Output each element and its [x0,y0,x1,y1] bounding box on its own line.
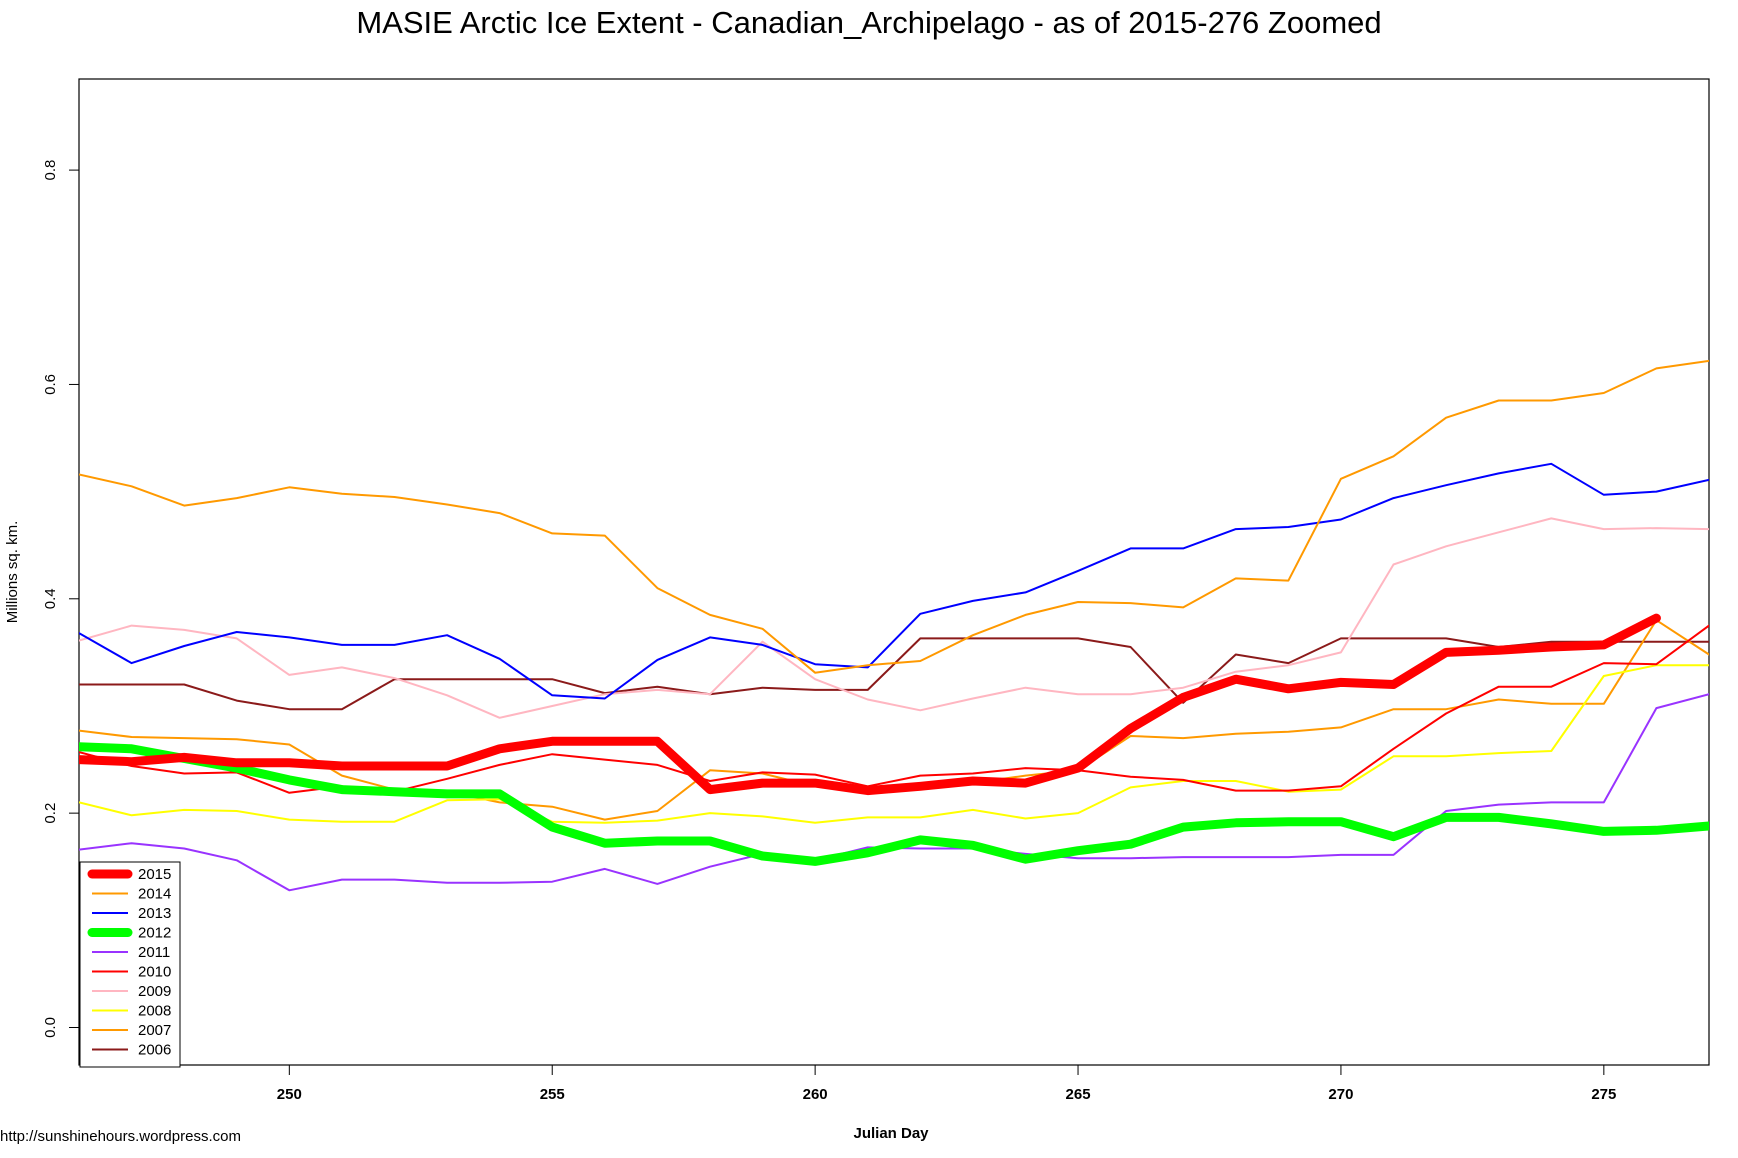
legend-label-2013: 2013 [138,905,171,922]
legend-label-2008: 2008 [138,1003,171,1020]
y-tick-label: 0.6 [42,374,59,395]
series-line-2006 [79,637,1709,711]
legend: 2015 2014 2013 2012 2011 2010 2009 2008 2007 2006 [79,861,181,1068]
x-axis-label: Julian Day [853,1125,929,1142]
x-tick-label: 250 [277,1086,302,1103]
legend-label-2009: 2009 [138,983,171,1000]
series-line-2012 [79,742,1709,866]
series-line-2009 [79,517,1709,719]
series-line-2008 [79,664,1709,824]
y-axis: 0.0 0.2 0.4 0.6 0.8 [42,160,79,1038]
y-axis-label: Millions sq. km. [4,521,21,624]
legend-box [79,861,181,1068]
legend-label-2015: 2015 [138,866,171,883]
chart-title: MASIE Arctic Ice Extent - Canadian_Archi… [356,5,1381,40]
y-tick-label: 0.4 [42,588,59,609]
x-tick-label: 260 [803,1086,828,1103]
x-tick-label: 270 [1328,1086,1353,1103]
series-line-2013 [79,462,1709,700]
legend-label-2010: 2010 [138,964,171,981]
x-tick-label: 255 [540,1086,565,1103]
series-line-2015 [79,613,1661,796]
y-tick-label: 0.0 [42,1017,59,1038]
credit-text: http://sunshinehours.wordpress.com [0,1128,241,1145]
x-axis: 250 255 260 265 270 275 [277,1065,1616,1103]
legend-label-2011: 2011 [138,944,170,961]
series-line-2014 [79,359,1709,674]
y-tick-label: 0.8 [42,160,59,181]
plot-frame [78,78,1710,1066]
y-tick-label: 0.2 [42,803,59,824]
x-tick-label: 265 [1066,1086,1091,1103]
legend-label-2014: 2014 [138,886,171,903]
series-layer [79,359,1709,892]
legend-label-2012: 2012 [138,925,171,942]
x-tick-label: 275 [1591,1086,1616,1103]
legend-label-2006: 2006 [138,1042,171,1059]
legend-label-2007: 2007 [138,1022,171,1039]
